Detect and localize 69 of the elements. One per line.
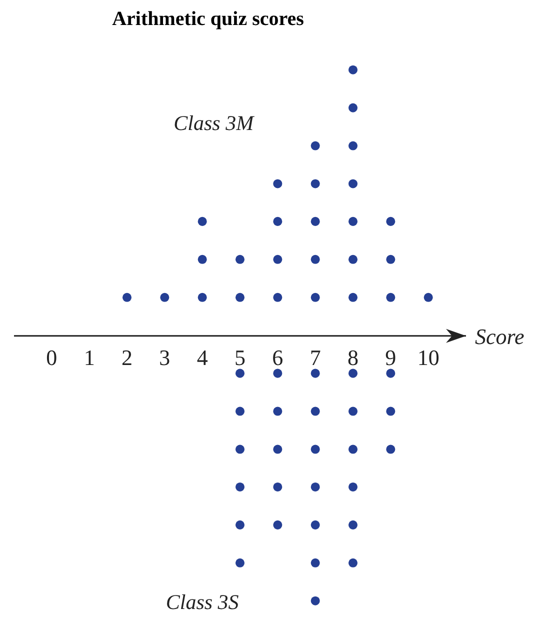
point	[273, 368, 282, 378]
point	[348, 103, 358, 112]
point	[273, 292, 282, 302]
point	[310, 292, 320, 302]
x-tick-label: 2	[122, 344, 132, 370]
point	[273, 520, 282, 530]
chart-title: Arithmetic quiz scores	[111, 8, 305, 31]
point	[310, 444, 320, 454]
point	[273, 254, 282, 264]
point	[424, 292, 433, 302]
x-tick-label: 10	[417, 344, 440, 370]
x-tick-label: 9	[385, 344, 396, 370]
point	[386, 216, 396, 226]
point	[122, 292, 132, 302]
point	[386, 368, 396, 378]
series-label: Class 3S	[166, 590, 240, 614]
x-tick-label: 1	[84, 344, 95, 370]
point	[273, 406, 282, 416]
point	[386, 444, 396, 454]
point	[235, 482, 245, 492]
point	[348, 520, 358, 530]
point	[198, 216, 207, 226]
point	[348, 482, 358, 492]
x-tick-label: 4	[196, 344, 208, 370]
point	[386, 406, 396, 416]
point	[160, 292, 170, 302]
point	[198, 254, 207, 264]
point	[348, 65, 358, 74]
text: Class 3M	[174, 111, 256, 136]
point	[348, 216, 358, 226]
point	[348, 368, 358, 378]
point	[310, 482, 320, 492]
point	[235, 254, 245, 264]
point	[348, 292, 358, 302]
point	[310, 558, 320, 568]
point	[348, 254, 358, 264]
x-tick-label: 3	[159, 344, 170, 370]
point	[348, 406, 358, 416]
point	[235, 558, 245, 568]
point	[235, 520, 245, 530]
point	[235, 368, 245, 378]
x-tick-label: 6	[272, 344, 284, 370]
point	[310, 596, 320, 606]
point	[310, 216, 320, 226]
point	[273, 444, 282, 454]
point	[310, 179, 320, 188]
point	[386, 254, 396, 264]
point	[386, 292, 396, 302]
point	[198, 292, 207, 302]
point	[310, 141, 320, 150]
point	[310, 520, 320, 530]
x-axis-title: Score	[475, 324, 525, 349]
point	[310, 254, 320, 264]
point	[348, 444, 358, 454]
point	[235, 292, 245, 302]
point	[348, 558, 358, 568]
point	[235, 444, 245, 454]
x-tick-label: 7	[310, 344, 321, 370]
x-tick-label: 8	[348, 344, 358, 370]
point	[348, 179, 358, 188]
point	[273, 482, 282, 492]
point	[273, 179, 282, 188]
point	[310, 368, 320, 378]
point	[348, 141, 358, 150]
point	[310, 406, 320, 416]
point	[273, 216, 282, 226]
x-tick-label: 0	[46, 344, 58, 370]
point	[235, 406, 245, 416]
x-tick-label: 5	[234, 344, 246, 370]
